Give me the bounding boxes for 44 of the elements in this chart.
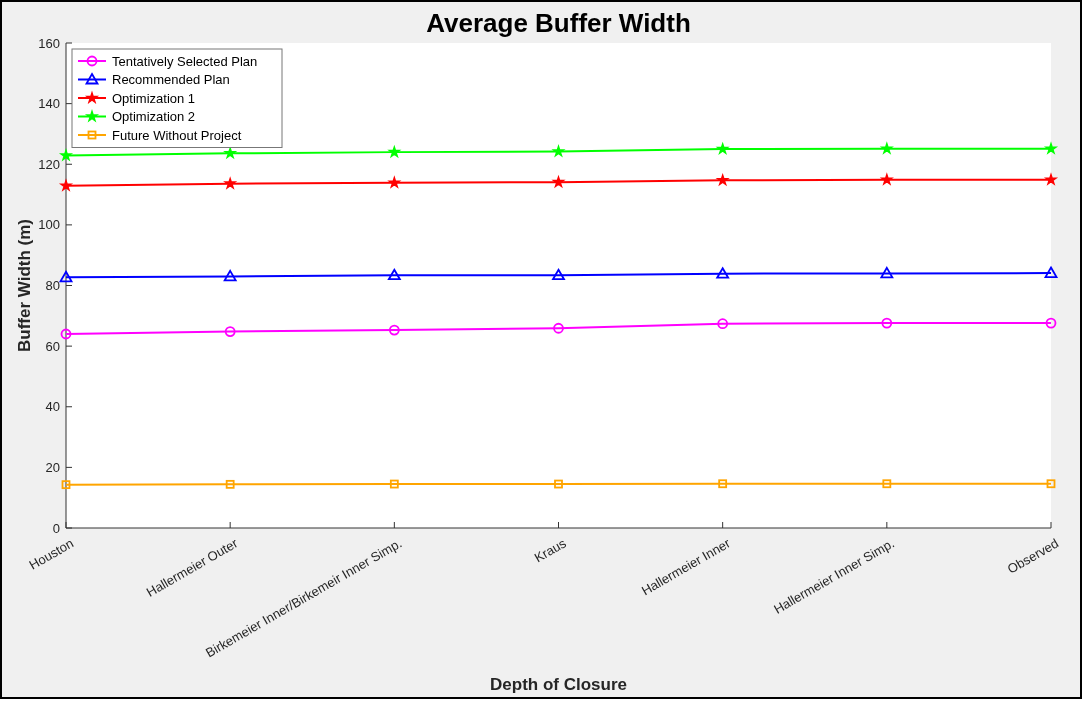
point [882, 479, 892, 489]
y-axis-title: Buffer Width (m) [15, 219, 34, 352]
point [387, 268, 401, 281]
point [552, 268, 565, 281]
legend-label: Recommended Plan [112, 72, 230, 88]
point [1045, 317, 1057, 329]
y-tick-label: 160 [38, 35, 60, 51]
y-tick-label: 40 [45, 399, 60, 415]
point [1045, 173, 1057, 185]
point [553, 322, 564, 334]
chart-title: Average Buffer Width [426, 8, 691, 38]
point [881, 317, 893, 329]
y-tick-label: 100 [38, 217, 60, 233]
point [1046, 479, 1056, 489]
legend-label: Future Without Project [112, 127, 242, 143]
y-tick-label: 20 [45, 459, 60, 475]
legend-label: Optimization 2 [112, 109, 196, 125]
point [717, 318, 729, 330]
point [1044, 266, 1058, 278]
legend-label: Tentatively Selected Plan [112, 53, 258, 69]
x-axis-title: Depth of Closure [490, 675, 627, 694]
point [224, 326, 236, 337]
point [60, 328, 72, 340]
point [718, 479, 728, 489]
y-tick-label: 0 [52, 520, 60, 536]
point [60, 149, 72, 161]
y-tick-label: 80 [45, 278, 60, 294]
point [224, 147, 236, 159]
legend-label: Optimization 1 [112, 90, 196, 106]
point [61, 480, 71, 490]
point [59, 270, 73, 283]
point [389, 479, 399, 489]
x-tick-label: Kraus [531, 535, 569, 566]
point [880, 266, 894, 279]
point [716, 267, 730, 279]
point [554, 479, 563, 489]
point [224, 177, 236, 189]
point [881, 173, 893, 185]
y-tick-label: 60 [45, 338, 60, 354]
point [388, 324, 400, 336]
y-tick-label: 140 [38, 96, 60, 112]
point [225, 479, 235, 489]
y-tick-label: 120 [38, 156, 60, 172]
point [223, 270, 237, 282]
